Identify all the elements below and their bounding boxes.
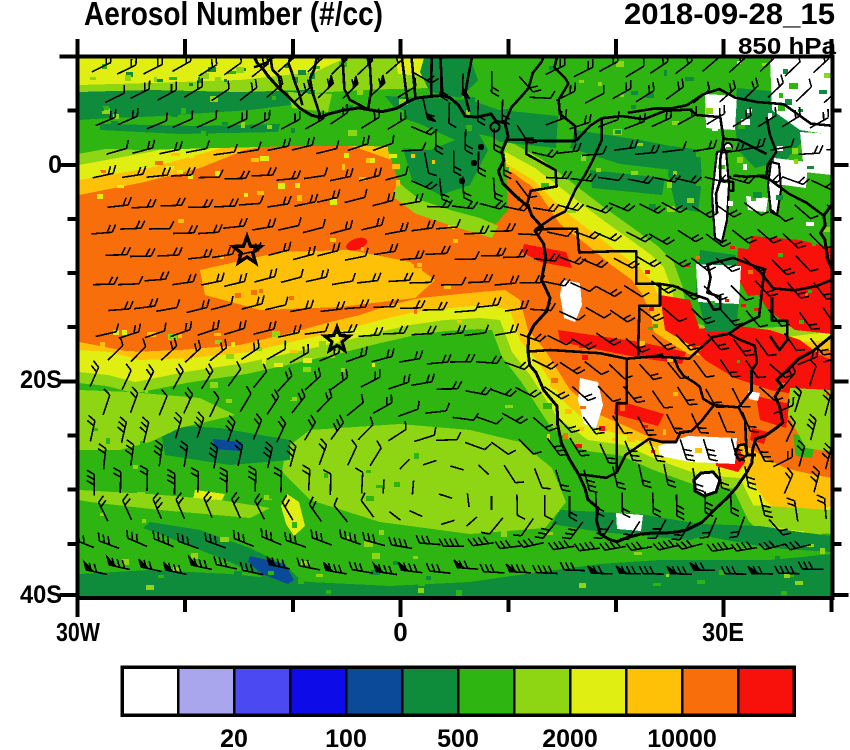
svg-text:0: 0 [393,617,407,647]
svg-text:2018-09-28_15: 2018-09-28_15 [624,0,835,31]
svg-text:40S: 40S [20,581,62,609]
svg-text:20S: 20S [20,366,62,394]
svg-text:850 hPa: 850 hPa [738,33,836,59]
svg-text:2000: 2000 [542,725,598,750]
svg-text:10000: 10000 [647,725,717,750]
svg-text:20: 20 [220,725,248,750]
svg-text:Aerosol Number (#/cc): Aerosol Number (#/cc) [84,0,383,32]
svg-text:30W: 30W [56,617,100,647]
svg-text:500: 500 [437,725,479,750]
svg-text:100: 100 [325,725,367,750]
svg-text:0: 0 [48,151,62,179]
svg-text:30E: 30E [702,617,744,647]
